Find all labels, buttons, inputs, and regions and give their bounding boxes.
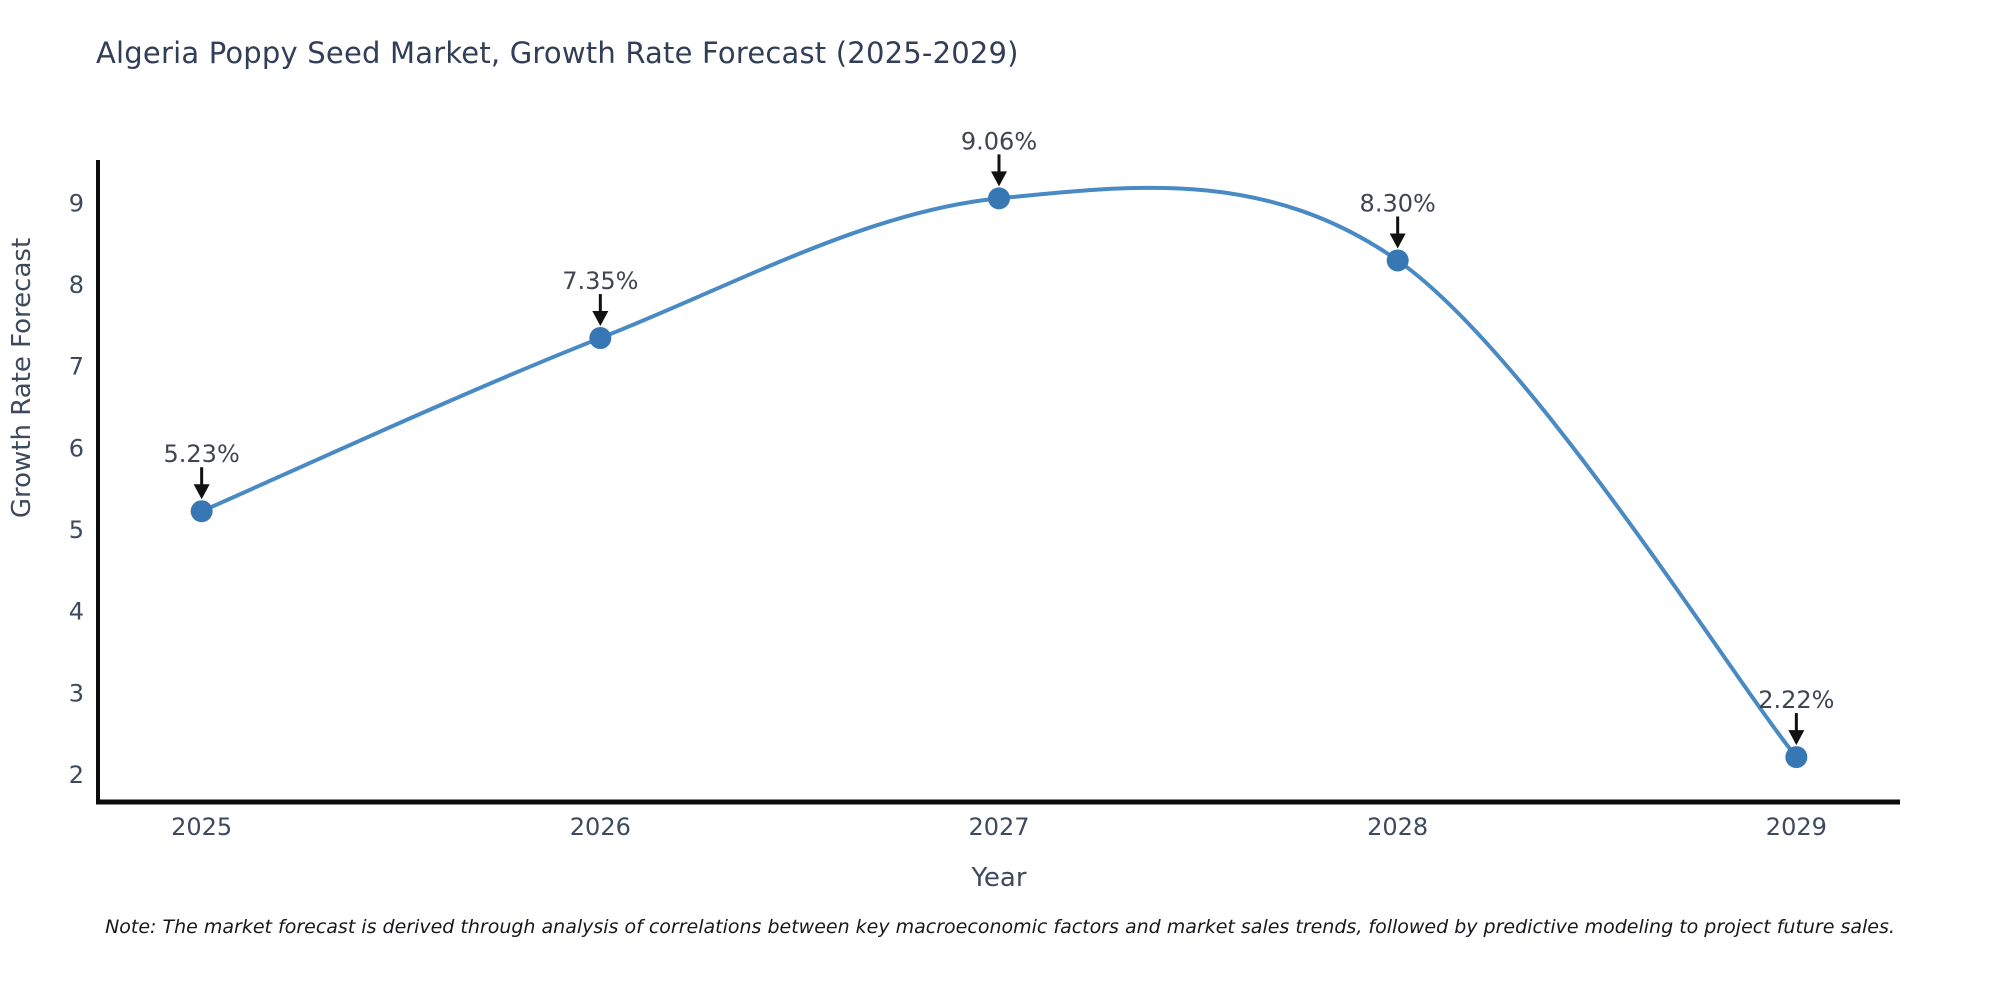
y-tick-label: 5 [69,516,84,544]
x-tick-label: 2027 [968,813,1029,841]
data-point-marker [190,500,213,523]
annotation-arrowhead [991,171,1007,187]
point-label: 8.30% [1360,189,1436,217]
point-label: 9.06% [961,127,1037,155]
y-tick-label: 8 [69,271,84,299]
point-label: 7.35% [562,267,638,295]
x-axis-title: Year [970,863,1026,893]
annotation-arrowhead [1788,730,1805,746]
point-label: 2.22% [1758,686,1834,714]
forecast-spline [199,185,1799,760]
data-point-marker [589,327,612,350]
point-label: 5.23% [164,440,240,468]
x-tick-label: 2029 [1766,813,1827,841]
x-tick-label: 2028 [1367,813,1428,841]
data-point-marker [1785,746,1808,769]
y-tick-label: 2 [69,761,84,789]
data-point-marker [988,187,1010,210]
y-axis-title: Growth Rate Forecast [7,238,37,518]
y-tick-label: 7 [69,353,84,381]
x-tick-label: 2025 [171,813,232,841]
annotation-arrowhead [1389,233,1406,249]
annotation-arrowhead [592,311,609,327]
x-tick-label: 2026 [570,813,631,841]
y-tick-label: 6 [69,434,84,462]
y-tick-label: 3 [69,679,84,707]
data-point-marker [1386,249,1409,272]
y-tick-label: 9 [69,189,84,217]
chart-title: Algeria Poppy Seed Market, Growth Rate F… [96,36,1019,70]
footnote: Note: The market forecast is derived thr… [105,916,1895,938]
y-tick-label: 4 [69,598,84,626]
annotation-arrowhead [193,484,210,500]
